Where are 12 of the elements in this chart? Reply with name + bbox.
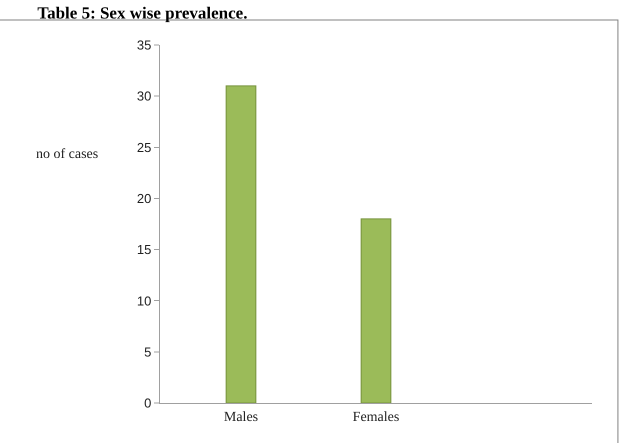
- y-tick-label: 30: [136, 88, 152, 104]
- y-tick-label: 35: [136, 38, 152, 53]
- y-tick-label: 25: [136, 140, 152, 155]
- y-tick-label: 15: [136, 242, 152, 258]
- x-tick-label: Males: [224, 410, 258, 425]
- y-tick-label: 5: [144, 344, 152, 360]
- y-tick-label: 20: [136, 190, 152, 206]
- y-tick-label: 10: [136, 293, 152, 308]
- y-tick-label: 0: [144, 396, 152, 411]
- y-axis-title: no of cases: [36, 147, 98, 162]
- chart-title: Table 5: Sex wise prevalence.: [37, 4, 248, 23]
- x-tick-label: Females: [352, 410, 400, 425]
